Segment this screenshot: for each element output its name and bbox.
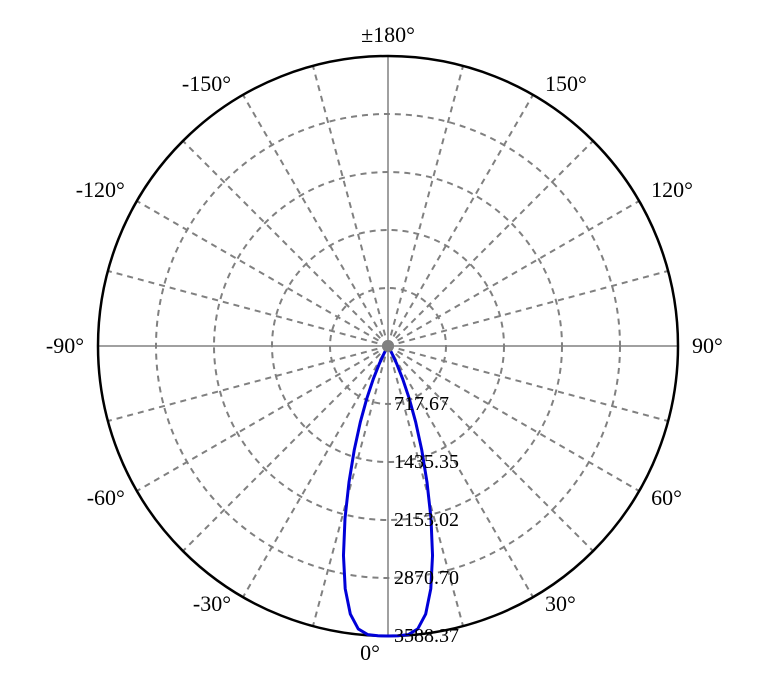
angle-label: 150° xyxy=(545,71,587,96)
radial-label: 2870.70 xyxy=(394,567,459,589)
radial-label: 2153.02 xyxy=(394,509,459,531)
grid-spoke xyxy=(388,271,668,346)
grid-spoke xyxy=(183,346,388,551)
angle-label: -60° xyxy=(87,485,125,510)
grid-spoke xyxy=(313,66,388,346)
grid-spoke xyxy=(313,346,388,626)
angle-label: 0° xyxy=(360,640,380,665)
grid-spoke xyxy=(388,141,593,346)
radial-label: 3588.37 xyxy=(394,625,459,647)
angle-label: -30° xyxy=(193,591,231,616)
angle-label: ±180° xyxy=(361,22,415,47)
angle-label: 60° xyxy=(651,485,682,510)
angle-label: -90° xyxy=(46,333,84,358)
grid-spoke xyxy=(388,66,463,346)
angle-label: 120° xyxy=(651,177,693,202)
grid-spoke xyxy=(243,95,388,346)
grid-spoke xyxy=(108,346,388,421)
grid-spoke xyxy=(183,141,388,346)
grid-spoke xyxy=(137,201,388,346)
angle-label: 30° xyxy=(545,591,576,616)
grid-spoke xyxy=(243,346,388,597)
angle-label: 90° xyxy=(692,333,723,358)
angle-label: -120° xyxy=(76,177,125,202)
grid-spoke xyxy=(108,271,388,346)
radial-label: 1435.35 xyxy=(394,451,459,473)
angle-label: -150° xyxy=(182,71,231,96)
center-marker xyxy=(382,340,394,352)
polar-chart: 717.67 1435.35 2153.02 2870.70 3588.37 ±180° 1… xyxy=(0,0,765,689)
radial-label: 717.67 xyxy=(394,393,449,415)
grid-spoke xyxy=(388,201,639,346)
grid-spoke xyxy=(388,95,533,346)
